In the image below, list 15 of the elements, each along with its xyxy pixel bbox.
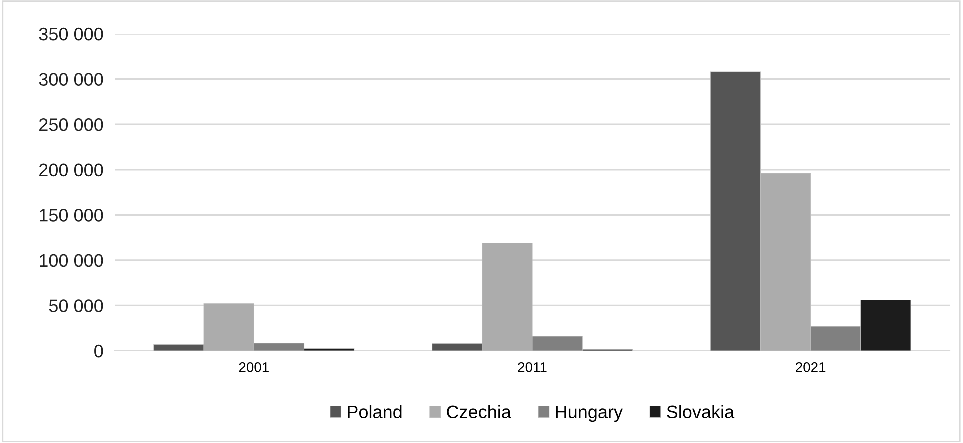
- legend-label: Poland: [348, 405, 402, 419]
- x-tick-label: 2001: [239, 362, 269, 372]
- legend-label: Slovakia: [667, 405, 735, 419]
- y-tick-label: 150 000: [40, 209, 104, 222]
- legend-label: Czechia: [447, 405, 512, 419]
- y-tick-label: 350 000: [39, 28, 104, 41]
- y-tick-label: 50 000: [49, 300, 104, 312]
- y-tick-label: 0: [94, 344, 104, 358]
- x-tick-label: 2011: [518, 362, 547, 372]
- y-tick-label: 100 000: [40, 254, 104, 268]
- legend-label: Hungary: [556, 406, 623, 422]
- x-tick-label: 2021: [796, 362, 826, 372]
- y-tick-label: 200 000: [40, 164, 104, 177]
- y-tick-label: 300 000: [39, 73, 104, 86]
- y-tick-label: 250 000: [40, 118, 104, 132]
